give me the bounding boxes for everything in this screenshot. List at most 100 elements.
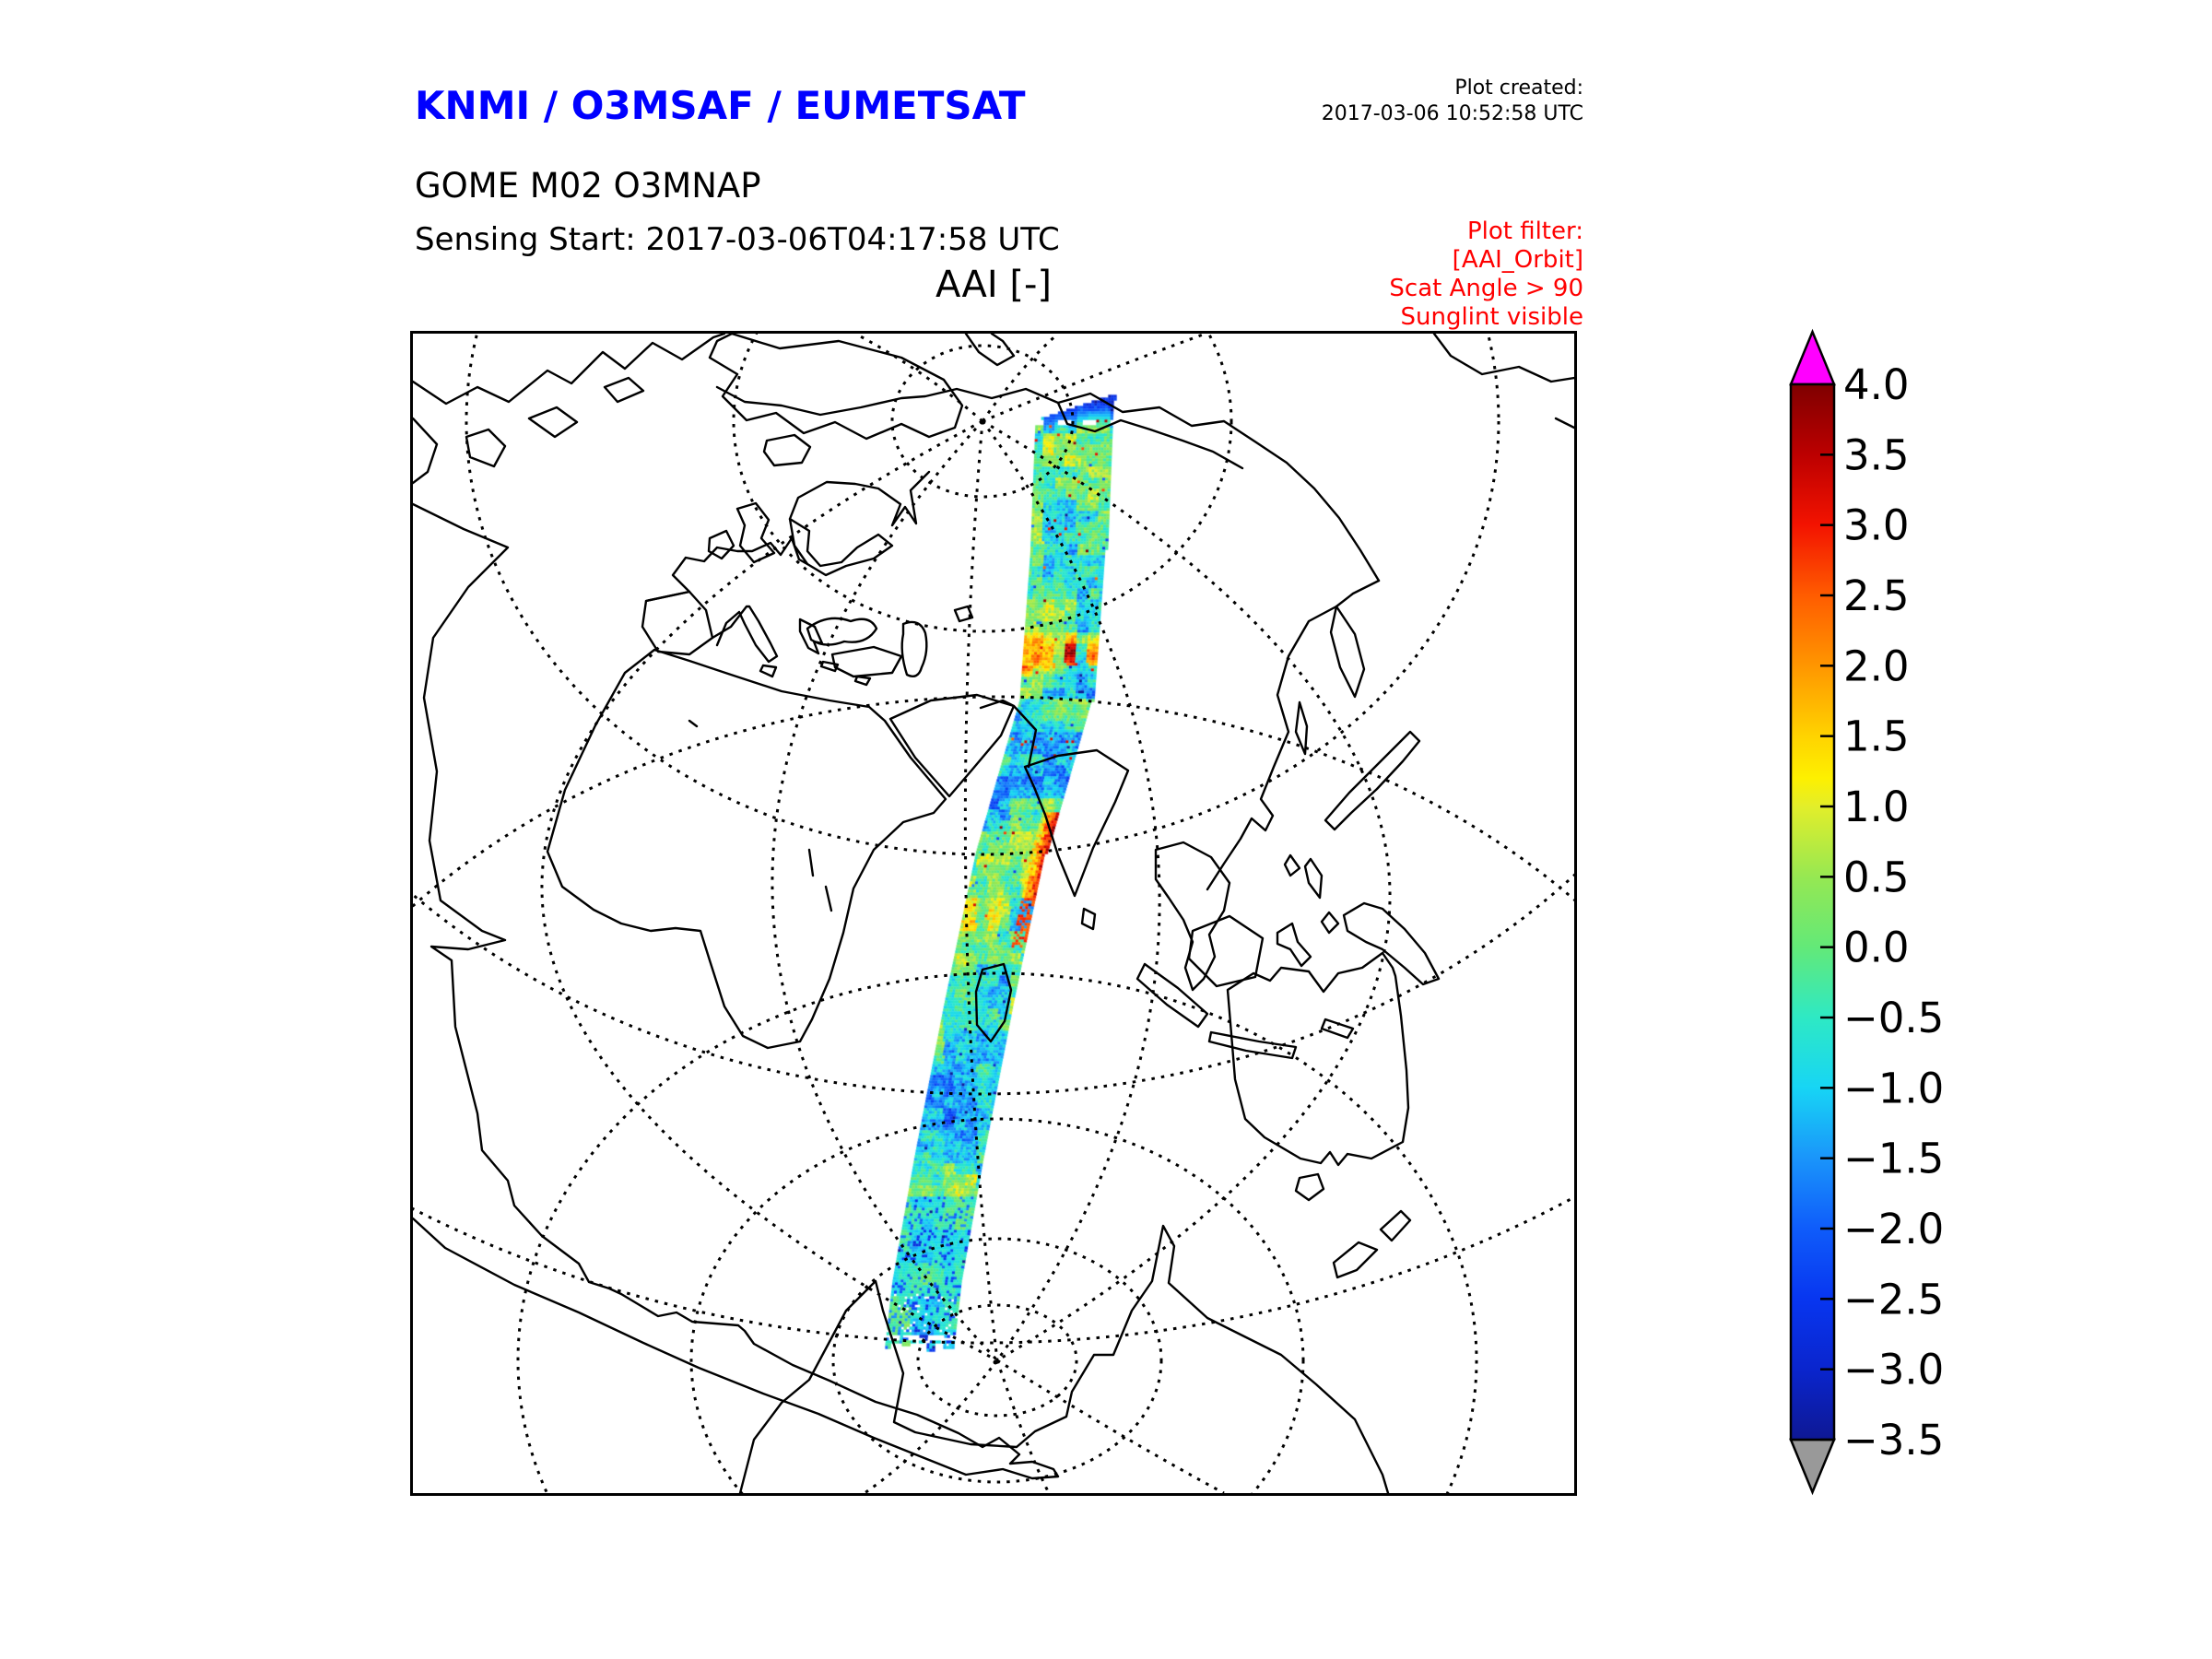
coast-ireland bbox=[707, 529, 735, 560]
sensing-start-line: Sensing Start: 2017-03-06T04:17:58 UTC bbox=[415, 221, 1060, 258]
coast-south-america bbox=[413, 502, 1060, 1480]
plot-filter-line-1: [AAI_Orbit] bbox=[1452, 246, 1583, 274]
graticule-parallel bbox=[831, 1237, 1163, 1484]
plot-filter-line-3: Sunglint visible bbox=[1400, 303, 1583, 331]
coast-greece bbox=[798, 618, 824, 655]
coast-scandinavia bbox=[788, 470, 931, 527]
coast-sulawesi bbox=[1276, 922, 1312, 968]
coast-aral bbox=[953, 605, 974, 623]
graticule-parallel bbox=[465, 334, 1500, 856]
colorbar-tick-label: −3.5 bbox=[1843, 1416, 1943, 1465]
graticule-meridian bbox=[963, 420, 999, 1361]
colorbar-tick-label: 3.5 bbox=[1843, 430, 1910, 479]
coast-north-america bbox=[413, 334, 726, 406]
colorbar-tick-label: −3.0 bbox=[1843, 1346, 1943, 1394]
graticule-meridian bbox=[771, 419, 999, 1362]
coast-new-zealand bbox=[1332, 1209, 1412, 1279]
colorbar-tick-label: −1.5 bbox=[1843, 1135, 1943, 1183]
africa-lakes bbox=[688, 719, 833, 912]
coast-sri-lanka bbox=[1080, 907, 1097, 931]
coast-okhotsk-china bbox=[1206, 605, 1338, 891]
coast-kamchatka bbox=[1329, 579, 1381, 699]
coast-antarctica bbox=[738, 1224, 1390, 1493]
colorbar-tick-label: −2.5 bbox=[1843, 1275, 1943, 1324]
graticule-meridian bbox=[996, 1359, 1225, 1493]
coast-taiwan bbox=[1283, 853, 1301, 877]
map-overlay bbox=[413, 334, 1574, 1493]
plot-filter-line-2: Scat Angle > 90 bbox=[1389, 275, 1583, 302]
graticule-parallel bbox=[413, 695, 1574, 909]
coast-great-britain bbox=[735, 501, 776, 564]
coast-india bbox=[1023, 748, 1130, 898]
colorbar-tick-label: 2.5 bbox=[1843, 571, 1910, 620]
coastlines bbox=[413, 334, 1574, 1493]
plot-created-label: Plot created: bbox=[1454, 76, 1583, 100]
coast-sumatra bbox=[1135, 962, 1209, 1029]
coast-japan bbox=[1324, 730, 1421, 831]
coast-black-sea bbox=[806, 617, 878, 646]
coast-north-america-diag bbox=[413, 417, 439, 485]
colorbar-gradient-bar bbox=[1789, 382, 1836, 1441]
coast-europe bbox=[644, 536, 809, 603]
graticule-dotted-grid bbox=[413, 334, 1574, 1493]
world-map-panel bbox=[410, 331, 1577, 1496]
colorbar-under-arrow bbox=[1789, 1438, 1836, 1496]
graticule-parallel bbox=[413, 1195, 1574, 1345]
colorbar-tick-label: 1.0 bbox=[1843, 782, 1910, 831]
coast-baltic bbox=[788, 517, 894, 577]
coast-australia bbox=[1226, 951, 1410, 1167]
colorbar-over-arrow bbox=[1789, 328, 1836, 386]
coast-sakhalin bbox=[1294, 700, 1309, 756]
graticule-meridian bbox=[982, 419, 1392, 1362]
colorbar-tick-label: 3.0 bbox=[1843, 501, 1910, 550]
graticule-meridian bbox=[854, 334, 983, 423]
colorbar-tick-label: 0.5 bbox=[1843, 853, 1910, 901]
coast-indochina bbox=[1154, 841, 1231, 992]
graticule-meridian bbox=[982, 334, 1206, 423]
coast-mediterranean-north bbox=[711, 605, 779, 664]
page-title: KNMI / O3MSAF / EUMETSAT bbox=[415, 83, 1026, 128]
graticule-parallel bbox=[516, 971, 1478, 1493]
coast-anatolia bbox=[830, 645, 903, 678]
graticule-meridian bbox=[995, 1359, 1051, 1493]
coast-tasmania bbox=[1294, 1172, 1325, 1202]
graticule-meridian bbox=[981, 334, 1059, 422]
coast-sicily bbox=[759, 664, 778, 678]
coast-philippines bbox=[1303, 857, 1340, 935]
graticule-parallel bbox=[916, 1303, 1078, 1418]
colorbar-ticks bbox=[1820, 382, 1834, 1441]
colorbar-tick-label: 1.5 bbox=[1843, 712, 1910, 761]
coast-new-guinea bbox=[1342, 901, 1441, 986]
graticule-parallel bbox=[732, 334, 1233, 633]
plot-created: Plot created: 2017-03-06 10:52:58 UTC bbox=[1123, 76, 1583, 127]
coast-caspian-sea bbox=[900, 620, 928, 677]
graticule-meridian bbox=[540, 419, 998, 1362]
graticule-meridian bbox=[981, 420, 1161, 1361]
graticule-parallel bbox=[890, 344, 1075, 499]
coast-top-right-lands bbox=[1432, 334, 1574, 429]
colorbar-tick-label: 2.0 bbox=[1843, 641, 1910, 690]
plot-created-value: 2017-03-06 10:52:58 UTC bbox=[1321, 102, 1583, 125]
coast-iceland bbox=[762, 433, 812, 467]
coast-java bbox=[1207, 1030, 1298, 1060]
coast-greenland bbox=[708, 334, 964, 441]
arctic-islands bbox=[465, 376, 645, 468]
plot-variable-title: AAI [-] bbox=[935, 264, 1052, 306]
coast-arabia bbox=[888, 693, 1016, 798]
coast-africa bbox=[546, 648, 947, 1050]
south-pole-dot bbox=[993, 1359, 998, 1365]
graticule-parallel bbox=[689, 1117, 1305, 1493]
plot-filter-line-0: Plot filter: bbox=[1466, 218, 1583, 245]
coast-timor bbox=[1320, 1018, 1355, 1040]
coast-madagascar bbox=[974, 962, 1013, 1043]
colorbar-tick-label: −2.0 bbox=[1843, 1205, 1943, 1253]
coast-persian-gulf bbox=[979, 699, 1038, 769]
product-line: GOME M02 O3MNAP bbox=[415, 166, 761, 206]
colorbar-tick-label: −0.5 bbox=[1843, 994, 1943, 1042]
coast-crete-cyprus bbox=[819, 660, 872, 687]
coast-siberian-bays bbox=[1056, 401, 1244, 470]
coast-novaya-zemlya bbox=[964, 334, 1016, 367]
coast-borneo bbox=[1187, 914, 1265, 988]
colorbar-tick-labels: 4.0 3.5 3.0 2.5 2.0 1.5 1.0 0.5 0.0 −0.5 −1.0 −1.5 −… bbox=[1843, 360, 1943, 1465]
aai-orbit-swath bbox=[413, 334, 1574, 1493]
